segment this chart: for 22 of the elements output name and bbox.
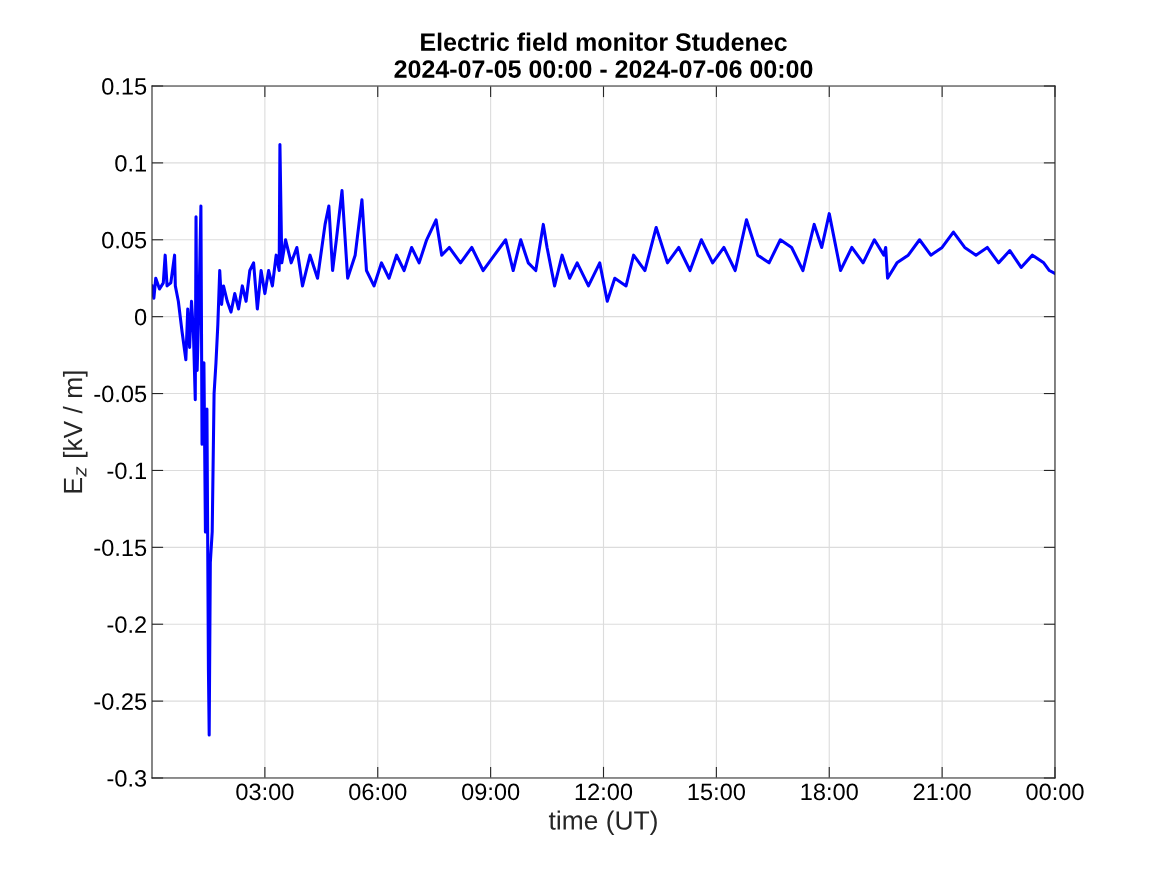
x-tick-label: 03:00 bbox=[236, 783, 294, 801]
x-tick-label: 12:00 bbox=[575, 783, 633, 801]
y-tick-label: -0.2 bbox=[107, 616, 146, 634]
y-axis-title: E$_{z}$ [kV / m] bbox=[62, 371, 88, 493]
y-tick-label: 0.05 bbox=[102, 231, 147, 249]
x-tick-label: 18:00 bbox=[801, 783, 858, 801]
y-tick-label: -0.05 bbox=[94, 385, 147, 403]
y-tick-label: -0.15 bbox=[94, 539, 147, 557]
x-tick-label: 06:00 bbox=[349, 783, 407, 801]
line-series bbox=[152, 142, 1055, 737]
y-tick-label: 0.15 bbox=[102, 78, 147, 95]
x-tick-label: 09:00 bbox=[462, 783, 520, 801]
y-tick-label: 0.1 bbox=[115, 154, 146, 172]
x-tick-label: 21:00 bbox=[913, 783, 971, 801]
y-tick-label: 0 bbox=[134, 308, 147, 326]
y-tick-label: -0.3 bbox=[107, 770, 147, 787]
chart-title: Electric field monitor Studenec 2024-07-05 00:00 - 2024-07-06 00:00 bbox=[394, 32, 813, 78]
y-tick-label: -0.1 bbox=[107, 462, 146, 480]
x-tick-label: 15:00 bbox=[688, 783, 745, 801]
x-axis-title: time (UT) bbox=[548, 810, 657, 836]
x-tick-label: 00:00 bbox=[1026, 783, 1084, 801]
y-tick-label: -0.25 bbox=[94, 693, 147, 710]
